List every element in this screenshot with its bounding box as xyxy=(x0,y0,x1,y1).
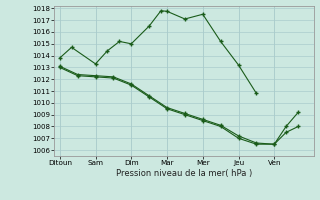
X-axis label: Pression niveau de la mer( hPa ): Pression niveau de la mer( hPa ) xyxy=(116,169,252,178)
